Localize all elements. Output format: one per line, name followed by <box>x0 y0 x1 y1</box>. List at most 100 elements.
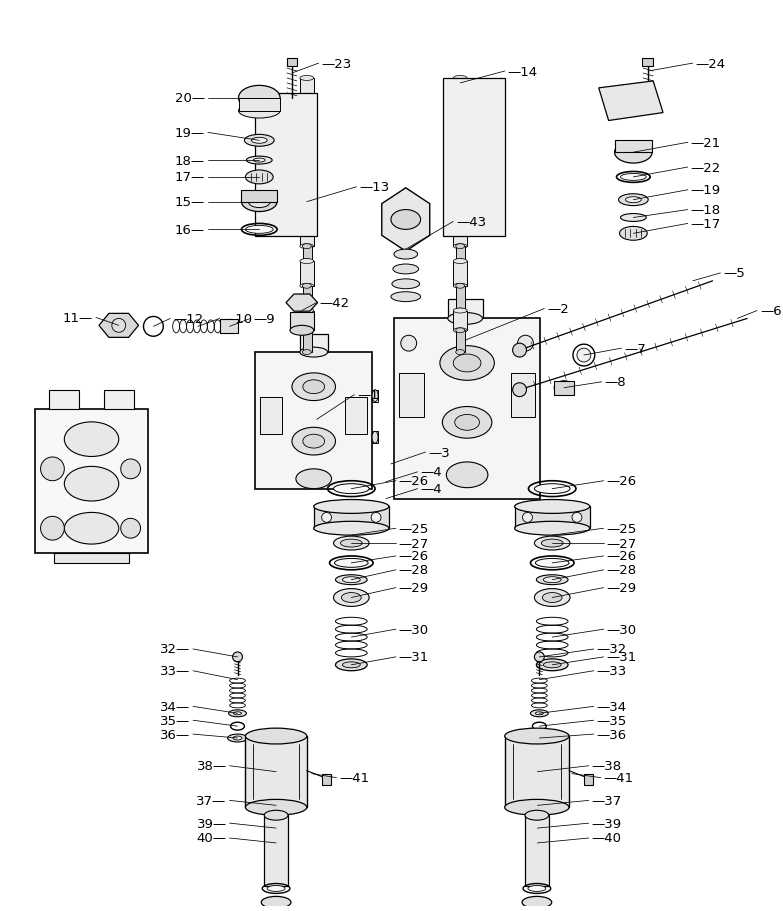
Text: 15—: 15— <box>175 196 205 209</box>
Text: —41: —41 <box>604 772 633 784</box>
Text: —7: —7 <box>625 343 646 355</box>
Bar <box>453 79 467 108</box>
Bar <box>300 127 314 141</box>
Ellipse shape <box>453 138 467 144</box>
Text: —42: —42 <box>319 297 350 310</box>
Circle shape <box>41 517 64 540</box>
Ellipse shape <box>302 124 311 128</box>
Ellipse shape <box>334 537 369 550</box>
Text: —23: —23 <box>322 57 352 70</box>
Bar <box>303 286 312 312</box>
Circle shape <box>121 459 140 479</box>
Ellipse shape <box>456 138 464 144</box>
Text: 19—: 19— <box>175 127 205 139</box>
Ellipse shape <box>505 728 569 744</box>
Ellipse shape <box>239 87 280 111</box>
Ellipse shape <box>64 423 119 457</box>
Ellipse shape <box>453 309 467 313</box>
Ellipse shape <box>626 198 641 203</box>
Bar <box>453 186 467 205</box>
Bar <box>241 190 277 202</box>
Ellipse shape <box>314 500 389 514</box>
Ellipse shape <box>300 169 314 173</box>
Circle shape <box>322 513 331 523</box>
Ellipse shape <box>453 354 481 373</box>
Bar <box>584 773 593 784</box>
Text: 35—: 35— <box>160 714 190 727</box>
Ellipse shape <box>535 537 570 550</box>
Ellipse shape <box>456 244 464 250</box>
Ellipse shape <box>229 710 247 717</box>
Text: —13: —13 <box>359 181 389 194</box>
Text: —30: —30 <box>607 623 637 636</box>
Ellipse shape <box>620 214 646 222</box>
Bar <box>303 205 312 225</box>
Bar <box>300 186 314 205</box>
Circle shape <box>401 336 417 352</box>
Ellipse shape <box>296 469 331 489</box>
Text: —14: —14 <box>507 66 538 78</box>
Bar <box>322 773 330 784</box>
Bar <box>456 205 465 225</box>
Ellipse shape <box>453 260 467 264</box>
Text: 38—: 38— <box>197 760 226 773</box>
Text: —10: —10 <box>222 312 253 325</box>
Bar <box>220 320 237 334</box>
Ellipse shape <box>245 226 273 234</box>
Ellipse shape <box>514 500 590 514</box>
Ellipse shape <box>536 558 569 568</box>
Ellipse shape <box>619 195 648 207</box>
Bar <box>300 335 327 353</box>
Bar <box>456 170 465 186</box>
Ellipse shape <box>453 106 467 111</box>
Text: —9: —9 <box>254 312 275 325</box>
Ellipse shape <box>342 662 360 668</box>
Text: —21: —21 <box>691 137 721 149</box>
Ellipse shape <box>245 728 307 744</box>
Bar <box>300 79 314 108</box>
Bar <box>372 390 378 402</box>
Bar <box>456 286 465 312</box>
Polygon shape <box>104 390 134 410</box>
Ellipse shape <box>245 170 273 185</box>
Ellipse shape <box>292 428 335 456</box>
Polygon shape <box>49 390 79 410</box>
Ellipse shape <box>391 292 420 302</box>
Bar <box>300 225 314 247</box>
Ellipse shape <box>456 153 464 159</box>
Polygon shape <box>394 319 540 499</box>
Text: —26: —26 <box>607 475 637 487</box>
Ellipse shape <box>233 712 241 715</box>
Ellipse shape <box>251 138 267 144</box>
Ellipse shape <box>453 183 467 188</box>
Ellipse shape <box>300 138 314 144</box>
Text: 11—: 11— <box>63 312 93 324</box>
Ellipse shape <box>221 320 239 334</box>
Bar <box>345 397 367 435</box>
Text: —22: —22 <box>691 161 721 174</box>
Ellipse shape <box>535 484 570 494</box>
Ellipse shape <box>456 284 464 289</box>
Text: —37: —37 <box>592 794 622 807</box>
Ellipse shape <box>300 124 314 128</box>
Ellipse shape <box>302 138 311 144</box>
Ellipse shape <box>456 222 464 228</box>
Ellipse shape <box>64 513 119 545</box>
Ellipse shape <box>244 135 274 147</box>
Text: —39: —39 <box>592 817 622 830</box>
Ellipse shape <box>446 463 488 488</box>
Ellipse shape <box>535 736 544 741</box>
Ellipse shape <box>239 104 280 119</box>
Text: —12: —12 <box>173 312 204 325</box>
Text: —24: —24 <box>696 57 726 70</box>
Ellipse shape <box>543 662 561 668</box>
Text: —19: —19 <box>691 184 721 197</box>
Ellipse shape <box>335 575 367 585</box>
Text: —4: —4 <box>420 466 442 479</box>
Ellipse shape <box>453 222 467 228</box>
Ellipse shape <box>300 284 314 289</box>
Ellipse shape <box>302 203 311 208</box>
Ellipse shape <box>453 329 467 333</box>
Ellipse shape <box>302 169 311 173</box>
Text: —31: —31 <box>607 650 637 663</box>
